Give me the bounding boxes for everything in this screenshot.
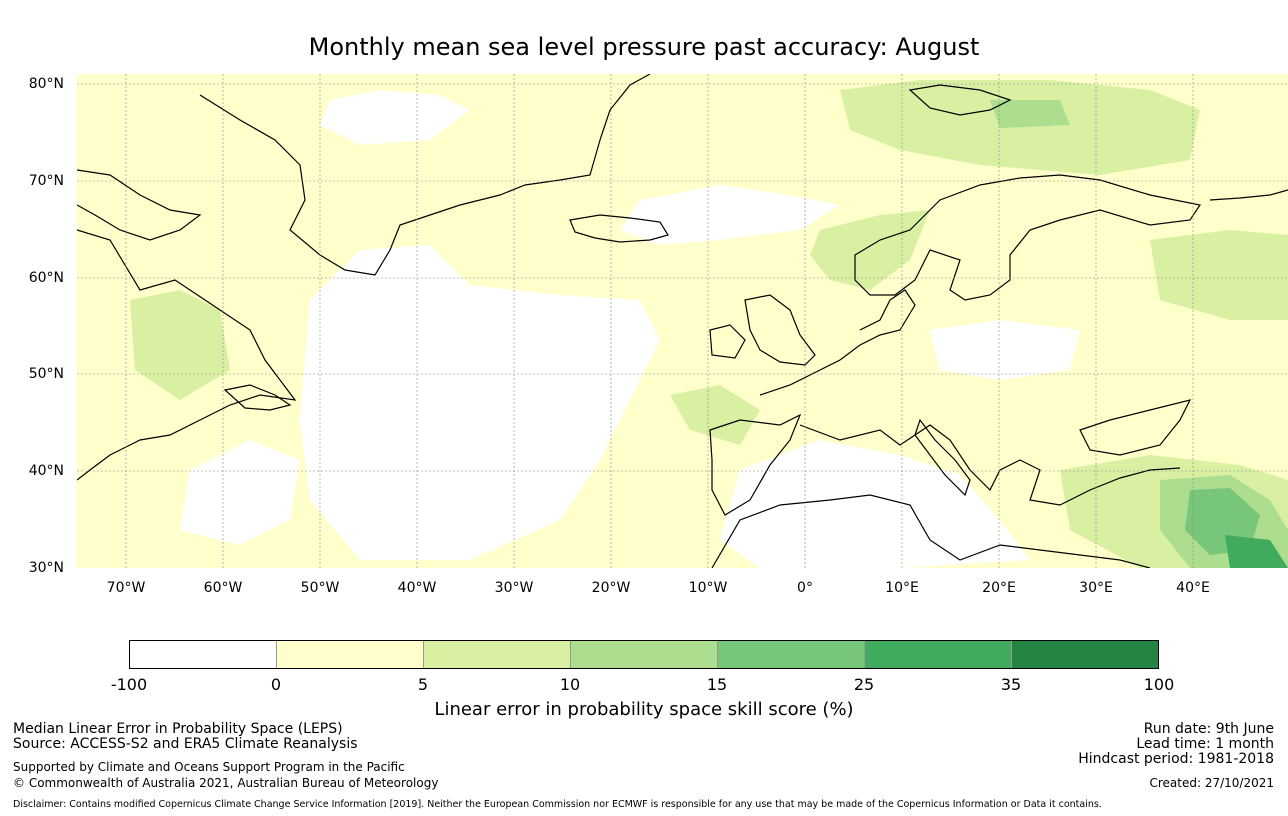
skill-region-iberia: [670, 385, 760, 445]
lon-label-40w: 40°W: [397, 580, 437, 596]
method-text: Median Linear Error in Probability Space…: [13, 721, 343, 737]
coastline-british-isles: [744, 294, 816, 366]
low-skill-region-atlantic: [300, 245, 660, 560]
coastline-ireland: [709, 324, 746, 359]
copyright-text: © Commonwealth of Australia 2021, Austra…: [13, 776, 439, 790]
lead-time-text: Lead time: 1 month: [1136, 736, 1274, 752]
lon-label-10w: 10°W: [688, 580, 728, 596]
coastline-mediterranean-north: [799, 424, 1181, 506]
skill-region-east-med-4: [1225, 535, 1288, 568]
coastline-italy: [914, 418, 971, 497]
map-title: Monthly mean sea level pressure past acc…: [308, 33, 980, 61]
coastline-newfoundland: [223, 384, 292, 411]
lat-label-80n: 80°N: [28, 76, 64, 92]
colorbar-tick: 10: [559, 675, 581, 694]
gridlines: [77, 74, 1288, 568]
coastline-labrador: [77, 229, 297, 481]
colorbar-tick: -100: [110, 675, 148, 694]
hindcast-text: Hindcast period: 1981-2018: [1078, 751, 1274, 767]
source-text: Source: ACCESS-S2 and ERA5 Climate Reana…: [13, 736, 358, 752]
colorbar-tick: 15: [706, 675, 728, 694]
coastline-europe: [759, 289, 916, 396]
coastline-black-sea: [1079, 399, 1192, 456]
coastline-scandinavia: [854, 174, 1201, 301]
lon-label-60w: 60°W: [203, 580, 243, 596]
coastline-baffin: [77, 169, 202, 241]
lat-label-50n: 50°N: [28, 366, 64, 382]
colorbar-tick: 35: [1000, 675, 1022, 694]
colorbar-tick: 25: [853, 675, 875, 694]
colorbar-tick: 100: [1143, 675, 1175, 694]
lon-label-10e: 10°E: [885, 580, 919, 596]
skill-region-barents-2: [990, 100, 1070, 128]
coastline-novaya-zemlya: [1209, 189, 1288, 201]
lat-label-30n: 30°N: [28, 560, 64, 576]
lat-label-60n: 60°N: [28, 270, 64, 286]
coastline-svalbard: [908, 84, 1012, 116]
low-skill-region-europe: [930, 320, 1080, 380]
colorbar-segment-2: [424, 641, 571, 668]
low-skill-region-mediterranean: [720, 440, 1030, 568]
lon-label-40e: 40°E: [1176, 580, 1210, 596]
lon-label-50w: 50°W: [300, 580, 340, 596]
coastlines: [77, 74, 1288, 568]
skill-region-labrador: [130, 290, 230, 400]
colorbar-segment-0: [130, 641, 277, 668]
coastline-greenland: [199, 74, 651, 276]
coastline-north-africa: [711, 494, 1151, 568]
created-text: Created: 27/10/2021: [1149, 776, 1274, 790]
colorbar-segment-1: [277, 641, 424, 668]
colorbar-segment-6: [1012, 641, 1158, 668]
lat-label-40n: 40°N: [28, 463, 64, 479]
colorbar-label: Linear error in probability space skill …: [434, 699, 854, 720]
skill-region-barents: [840, 80, 1200, 175]
low-skill-region-labrador: [180, 440, 300, 545]
colorbar-tick: 5: [417, 675, 429, 694]
skill-region-scandinavia: [810, 210, 930, 290]
colorbar-tick: 0: [270, 675, 282, 694]
lon-label-0: 0°: [797, 580, 813, 596]
lon-label-70w: 70°W: [106, 580, 146, 596]
coastline-iceland: [569, 214, 669, 243]
lat-label-70n: 70°N: [28, 173, 64, 189]
colorbar: [129, 640, 1159, 669]
lon-label-20w: 20°W: [591, 580, 631, 596]
support-text: Supported by Climate and Oceans Support …: [13, 760, 405, 774]
lon-label-20e: 20°E: [982, 580, 1016, 596]
colorbar-segment-3: [571, 641, 718, 668]
disclaimer-text: Disclaimer: Contains modified Copernicus…: [13, 799, 1102, 810]
colorbar-segment-5: [865, 641, 1012, 668]
low-skill-region-greenland-north: [320, 90, 470, 145]
coastline-iberia: [709, 413, 802, 516]
lon-label-30e: 30°E: [1079, 580, 1113, 596]
lon-label-30w: 30°W: [494, 580, 534, 596]
run-date-text: Run date: 9th June: [1143, 721, 1274, 737]
low-skill-region-north-atlantic: [620, 185, 840, 245]
skill-region-russia: [1150, 230, 1288, 320]
colorbar-segment-4: [718, 641, 865, 668]
